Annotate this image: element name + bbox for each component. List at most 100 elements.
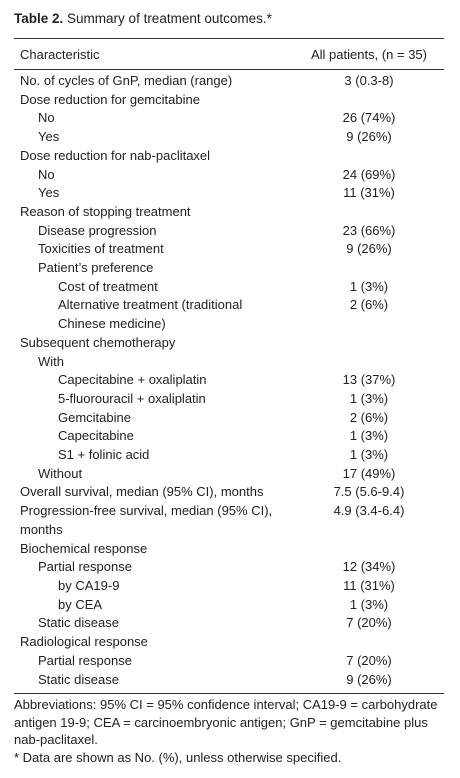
table-row: Alternative treatment (traditional Chine… (14, 296, 444, 333)
row-value: 2 (6%) (349, 297, 389, 313)
table-row: Disease progression 23 (66%) (14, 222, 444, 241)
row-label: Reason of stopping treatment (20, 203, 191, 219)
table: Characteristic All patients, (n = 35) No… (14, 38, 444, 695)
row-label: Radiological response (20, 634, 148, 650)
table-label: Table 2. (14, 11, 64, 26)
row-value: 1 (3%) (349, 447, 389, 463)
table-row: Subsequent chemotherapy (14, 334, 444, 353)
row-value: 1 (3%) (349, 278, 389, 294)
table-row: Without 17 (49%) (14, 465, 444, 484)
row-value: 13 (37%) (342, 372, 396, 388)
row-label: Static disease (38, 671, 119, 687)
row-label: Patient’s preference (38, 260, 154, 276)
row-value: 9 (26%) (346, 241, 392, 257)
footnotes: Abbreviations: 95% CI = 95% confidence i… (14, 696, 444, 766)
table-row: Gemcitabine 2 (6%) (14, 409, 444, 428)
table-row: Yes 9 (26%) (14, 128, 444, 147)
row-label: Static disease (38, 615, 119, 631)
row-value: 1 (3%) (349, 390, 389, 406)
row-label: Cost of treatment (58, 278, 158, 294)
row-value: 3 (0.3-8) (344, 73, 394, 88)
row-value (294, 259, 444, 278)
row-value: 23 (66%) (342, 222, 396, 238)
table-row: Capecitabine 1 (3%) (14, 427, 444, 446)
row-value: 1 (3%) (349, 428, 389, 444)
row-label: S1 + folinic acid (58, 447, 150, 463)
row-label: Progression-free survival, median (95% C… (20, 503, 273, 537)
row-value: 7 (20%) (346, 615, 392, 631)
table-row: 5-fluorouracil + oxaliplatin 1 (3%) (14, 390, 444, 409)
table-caption: Summary of treatment outcomes.* (67, 11, 272, 26)
row-label: Yes (38, 129, 60, 145)
row-label: With (38, 353, 64, 369)
row-value (294, 633, 444, 652)
row-label: Alternative treatment (traditional Chine… (58, 297, 243, 332)
row-label: Biochemical response (20, 540, 148, 556)
table-row: Dose reduction for nab-paclitaxel (14, 147, 444, 166)
table-row: Yes 11 (31%) (14, 184, 444, 203)
row-label: No (38, 110, 55, 126)
row-label: 5-fluorouracil + oxaliplatin (58, 390, 206, 406)
row-value: 17 (49%) (342, 465, 396, 481)
row-label: by CA19-9 (58, 577, 120, 593)
row-label: Subsequent chemotherapy (20, 334, 176, 350)
table-row: Patient’s preference (14, 259, 444, 278)
row-value (294, 540, 444, 559)
row-label: No. of cycles of GnP, median (range) (20, 73, 233, 88)
row-value: 1 (3%) (349, 596, 389, 612)
row-label: Partial response (38, 652, 132, 668)
table-row: Toxicities of treatment 9 (26%) (14, 240, 444, 259)
row-label: Gemcitabine (58, 409, 131, 425)
row-label: Toxicities of treatment (38, 241, 164, 257)
table-row: Static disease 9 (26%) (14, 671, 444, 694)
row-value: 2 (6%) (349, 409, 389, 425)
table-title: Table 2. Summary of treatment outcomes.* (14, 10, 444, 28)
table-row: No 24 (69%) (14, 166, 444, 185)
table-row: No. of cycles of GnP, median (range) 3 (0… (14, 70, 444, 91)
row-value: 11 (31%) (343, 185, 395, 201)
header-cell: All patients, (n = 35) (294, 38, 444, 70)
table-row: No 26 (74%) (14, 109, 444, 128)
table-row: Capecitabine + oxaliplatin 13 (37%) (14, 371, 444, 390)
row-label: by CEA (58, 596, 103, 612)
row-value: 9 (26%) (346, 671, 392, 687)
table-row: Overall survival, median (95% CI), month… (14, 483, 444, 502)
row-label: No (38, 166, 55, 182)
row-label: Dose reduction for gemcitabine (20, 91, 200, 107)
row-label: Disease progression (38, 222, 157, 238)
row-label: Dose reduction for nab-paclitaxel (20, 147, 211, 163)
table-row: Progression-free survival, median (95% C… (14, 502, 444, 539)
row-label: Capecitabine + oxaliplatin (58, 372, 207, 388)
table-row: Partial response 7 (20%) (14, 652, 444, 671)
row-label: Without (38, 465, 83, 481)
table-row: Partial response 12 (34%) (14, 558, 444, 577)
table-row: With (14, 353, 444, 372)
header-cell: Characteristic (14, 38, 294, 70)
table-row: Radiological response (14, 633, 444, 652)
table-row: S1 + folinic acid 1 (3%) (14, 446, 444, 465)
table-row: Reason of stopping treatment (14, 203, 444, 222)
table-row: Dose reduction for gemcitabine (14, 91, 444, 110)
row-value (294, 334, 444, 353)
table-row: by CA19-9 11 (31%) (14, 577, 444, 596)
row-label: Yes (38, 185, 60, 201)
footnote: Abbreviations: 95% CI = 95% confidence i… (14, 697, 438, 748)
row-value: 26 (74%) (342, 110, 396, 126)
row-value: 11 (31%) (343, 577, 395, 593)
header-row: Characteristic All patients, (n = 35) (14, 38, 444, 70)
row-label: Partial response (38, 559, 132, 575)
row-value: 12 (34%) (342, 559, 396, 575)
row-value (294, 203, 444, 222)
footnote: * Data are shown as No. (%), unless othe… (14, 749, 342, 765)
table-row: Biochemical response (14, 540, 444, 559)
row-value: 7 (20%) (346, 652, 392, 668)
row-label: Capecitabine (58, 428, 134, 444)
row-value: 7.5 (5.6-9.4) (333, 484, 405, 500)
row-value: 24 (69%) (342, 166, 396, 182)
row-value (294, 147, 444, 166)
row-value: 9 (26%) (346, 129, 392, 145)
table-row: Static disease 7 (20%) (14, 614, 444, 633)
row-label: Overall survival, median (95% CI), month… (20, 484, 264, 500)
